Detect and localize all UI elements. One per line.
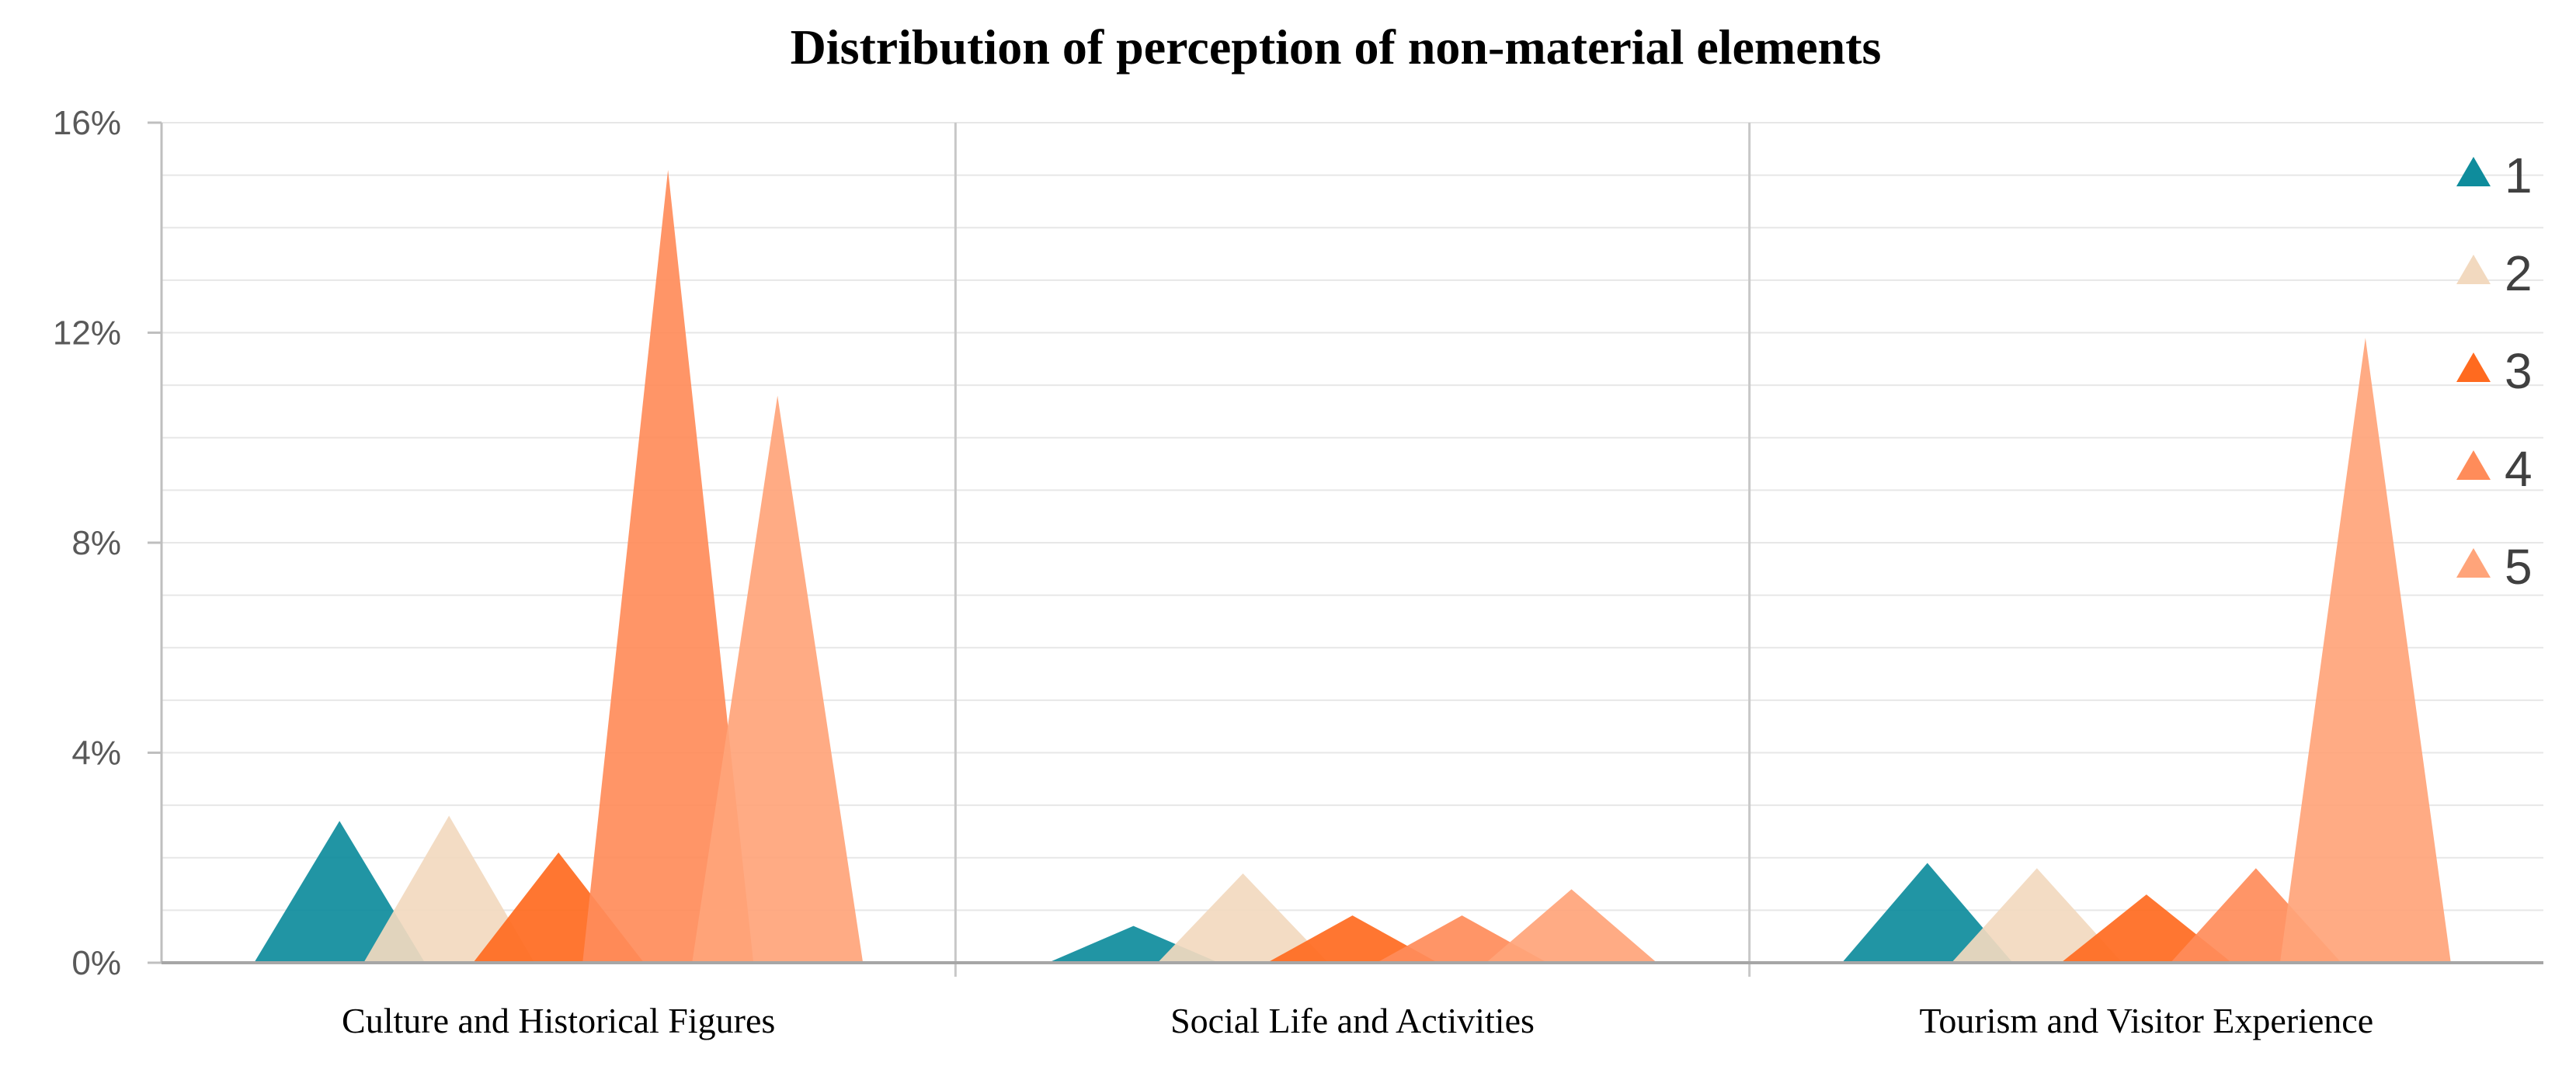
legend-marker-5 xyxy=(2456,548,2491,578)
legend-label-5: 5 xyxy=(2505,539,2533,595)
legend-label-1: 1 xyxy=(2505,148,2533,203)
category-label: Tourism and Visitor Experience xyxy=(1920,1001,2374,1040)
y-tick-label: 4% xyxy=(71,734,121,773)
legend-label-2: 2 xyxy=(2505,245,2533,301)
y-tick-label: 12% xyxy=(53,314,121,352)
mark-series-2-cat-3 xyxy=(1951,868,2122,963)
mark-series-2-cat-1 xyxy=(363,815,535,963)
category-label: Social Life and Activities xyxy=(1170,1001,1535,1040)
category-label: Culture and Historical Figures xyxy=(342,1001,775,1040)
mark-series-5-cat-1 xyxy=(692,395,864,963)
legend-label-3: 3 xyxy=(2505,343,2533,399)
mark-series-5-cat-3 xyxy=(2279,338,2451,963)
y-tick-label: 0% xyxy=(71,944,121,982)
y-tick-label: 8% xyxy=(71,524,121,562)
legend-marker-1 xyxy=(2456,157,2491,186)
legend-label-4: 4 xyxy=(2505,441,2533,497)
category-labels: Culture and Historical Figures Social Lif… xyxy=(342,1001,2373,1040)
chart-title: Distribution of perception of non-materi… xyxy=(791,19,1882,75)
mark-series-3-cat-2 xyxy=(1267,915,1438,963)
gridlines xyxy=(162,122,2543,911)
category-separators xyxy=(954,123,1751,977)
mark-series-1-cat-1 xyxy=(254,821,426,963)
legend: 1 2 3 4 5 xyxy=(2456,148,2533,595)
mark-series-4-cat-1 xyxy=(582,169,754,964)
mark-series-1-cat-3 xyxy=(1841,863,2013,963)
legend-marker-4 xyxy=(2456,450,2491,480)
legend-marker-2 xyxy=(2456,255,2491,284)
mark-series-5-cat-2 xyxy=(1486,889,1657,963)
mark-series-2-cat-2 xyxy=(1157,873,1329,963)
y-tick-label: 16% xyxy=(53,104,121,142)
y-axis-ticks: 0% 4% 8% 12% 16% xyxy=(53,104,162,982)
legend-marker-3 xyxy=(2456,352,2491,382)
data-marks xyxy=(254,169,2451,964)
